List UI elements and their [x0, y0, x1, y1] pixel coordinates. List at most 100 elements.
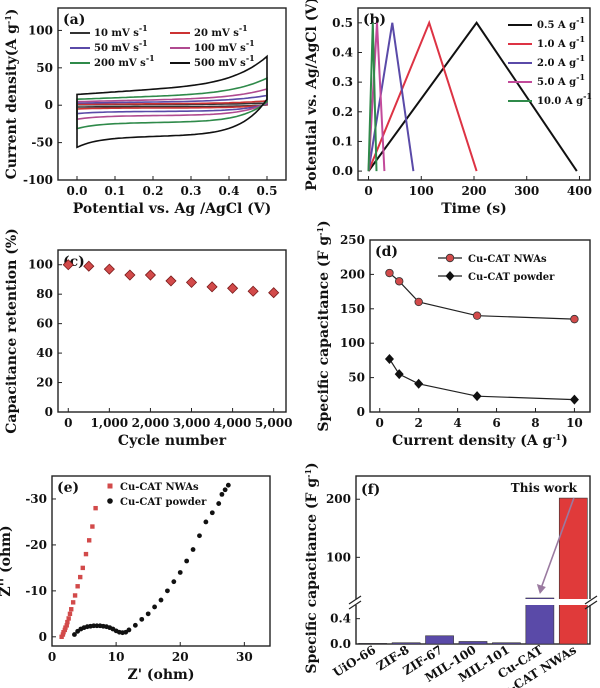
- data-point: [203, 519, 209, 525]
- data-point: [209, 510, 215, 516]
- data-point: [394, 369, 404, 380]
- x-tick-label: 1,000: [91, 416, 129, 430]
- data-point: [152, 604, 157, 610]
- data-point: [165, 275, 177, 287]
- legend-entry: 20 mV s-1: [194, 23, 248, 39]
- data-point: [225, 482, 231, 488]
- data-point: [103, 263, 115, 275]
- data-point: [61, 630, 66, 635]
- y-axis-label: Potential vs. Ag/AgCl (V): [304, 0, 320, 191]
- legend-marker: [107, 483, 113, 489]
- panel-f: UiO-66ZIF-8ZIF-67MIL-100MIL-101Cu-CATCu-…: [303, 462, 598, 688]
- x-tick-label: 0: [364, 184, 372, 198]
- y-tick-label: -50: [31, 136, 53, 150]
- cv-loop: [76, 76, 268, 130]
- y-tick-label: -30: [25, 492, 47, 506]
- y-tick-label: 0.1: [332, 134, 353, 148]
- data-point: [72, 593, 78, 598]
- data-point: [384, 354, 394, 365]
- x-tick-label: 0.4: [219, 184, 240, 198]
- data-point: [86, 538, 92, 543]
- data-point: [83, 260, 95, 272]
- data-point: [132, 622, 138, 628]
- legend-entry: 0.5 A g-1: [537, 15, 585, 31]
- legend-entry: 10.0 A g-1: [537, 91, 592, 107]
- y-tick-label: 100: [326, 550, 351, 564]
- y-tick-label: 20: [36, 376, 53, 390]
- y-tick-label: 0: [45, 98, 53, 112]
- data-point: [268, 287, 280, 299]
- data-point: [219, 491, 225, 497]
- data-point: [80, 565, 85, 571]
- legend-marker: [445, 253, 455, 263]
- y-tick-label: -10: [25, 584, 47, 598]
- data-point: [570, 314, 579, 324]
- panel-a: 0.0 0.1 0.2 0.3 0.4 0.5 -100 -50 0 50 100 (a) Potent…: [3, 7, 287, 217]
- y-tick-label: -20: [25, 538, 47, 552]
- x-axis-label: Time (s): [441, 201, 506, 217]
- y-tick-label: 0: [39, 630, 47, 644]
- data-point: [472, 311, 482, 320]
- data-point: [124, 269, 136, 281]
- legend-entry: Cu-CAT powder: [468, 272, 555, 283]
- data-point: [569, 394, 579, 405]
- plot-frame: [369, 239, 591, 413]
- x-tick-label: 100: [409, 184, 434, 198]
- y-tick-label: 40: [36, 346, 53, 360]
- break-mark: [348, 595, 362, 605]
- x-tick-label: 0.2: [143, 184, 164, 198]
- data-point: [126, 627, 132, 633]
- y-axis-label: Specific capacitance (F g-1): [303, 462, 320, 673]
- legend-entry: 50 mV s-1: [94, 38, 148, 54]
- cv-loop: [76, 54, 268, 149]
- x-tick-label: 2: [414, 416, 422, 430]
- x-tick-label: 0: [376, 416, 384, 430]
- y-axis-label: Current density(A g-1): [3, 9, 20, 180]
- panel-label: (f): [361, 482, 380, 498]
- x-tick-label: 10: [566, 416, 583, 430]
- x-tick-label: 400: [567, 184, 592, 198]
- data-point: [190, 547, 196, 552]
- y-tick-label: -100: [23, 173, 53, 187]
- x-axis-label: Current density (A g-1): [392, 432, 568, 449]
- break-mark: [584, 600, 598, 610]
- x-tick-label: 0.0: [67, 184, 88, 198]
- y-tick-label: 0.0: [330, 637, 351, 651]
- x-tick-label: 0.1: [105, 184, 126, 198]
- x-tick-label: 0: [48, 650, 56, 664]
- y-tick-label: 50: [36, 61, 53, 75]
- legend-entry: 2.0 A g-1: [537, 53, 585, 69]
- annotation-label: This work: [511, 481, 578, 495]
- legend-entry: 100 mV s-1: [194, 38, 255, 54]
- data-point: [158, 597, 164, 603]
- data-point: [197, 533, 202, 539]
- y-tick-label: 100: [340, 336, 365, 350]
- y-tick-label: 150: [340, 302, 365, 316]
- data-point: [72, 632, 77, 637]
- x-axis-label: Potential vs. Ag /AgCl (V): [73, 201, 272, 217]
- axis-break: [350, 599, 596, 605]
- plot-frame: [357, 7, 591, 181]
- data-point: [222, 487, 228, 493]
- data-point: [395, 277, 404, 286]
- annotation-arrow: [541, 497, 575, 587]
- panel-label: (a): [63, 12, 85, 28]
- bar: [358, 643, 388, 645]
- data-point: [69, 607, 74, 612]
- y-tick-label: 0: [357, 405, 365, 419]
- legend-entry: 500 mV s-1: [194, 53, 255, 69]
- y-tick-label: 60: [36, 317, 53, 331]
- y-tick-label: 0.0: [332, 164, 353, 178]
- bar: [525, 597, 555, 645]
- data-point: [414, 297, 423, 307]
- data-point: [64, 623, 69, 628]
- y-axis-label: Specific capacitance (F g-1): [315, 220, 332, 431]
- data-point: [185, 276, 198, 288]
- y-tick-label: 50: [348, 371, 365, 385]
- plot-frame: [51, 475, 271, 647]
- data-point: [63, 625, 68, 630]
- data-point: [414, 378, 424, 389]
